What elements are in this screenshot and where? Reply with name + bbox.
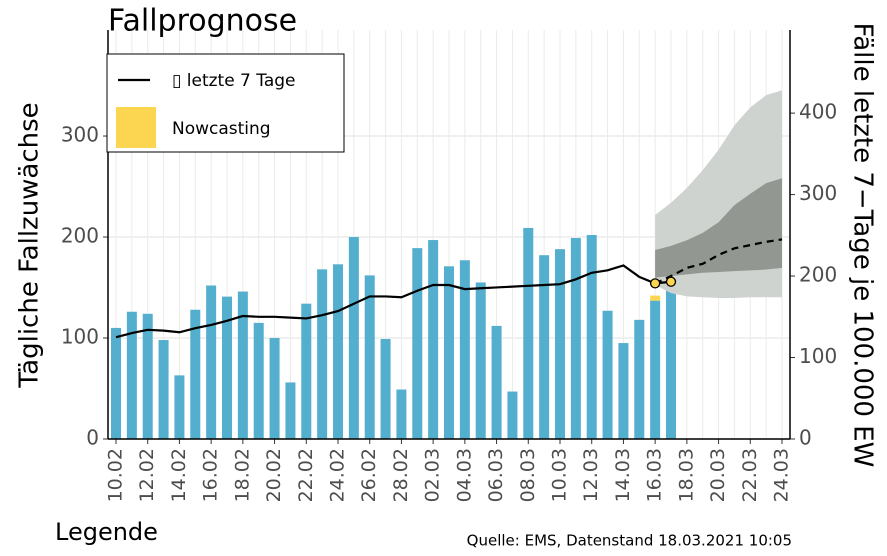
bar (618, 343, 629, 439)
forecast-line (654, 238, 783, 285)
bar (348, 237, 359, 439)
bar (444, 266, 454, 439)
x-tick-label: 14.03 (612, 448, 634, 502)
bar (142, 313, 153, 439)
x-tick-label: 16.02 (200, 448, 222, 502)
bar (570, 238, 581, 439)
y-tick-label: 200 (61, 224, 99, 248)
legend-label: ▯ letzte 7 Tage (172, 71, 296, 91)
bar (491, 325, 502, 439)
bar (428, 240, 439, 439)
y-tick-label: 300 (61, 123, 99, 147)
y-tick-label: 0 (86, 426, 99, 450)
bar (507, 391, 518, 439)
bar (285, 382, 296, 439)
bar (222, 296, 232, 439)
y2-tick-label: 400 (799, 100, 837, 124)
y2-axis-label: Fälle letzte 7−Tage je 100.000 EW (848, 23, 878, 468)
x-tick-label: 18.03 (675, 448, 697, 502)
axes: 0 100 200 300 0 100 200 300 400 10.02 12.02 14.02 16… (61, 30, 837, 502)
y-axis-label: Tägliche Fallzuwächse (15, 102, 45, 388)
bar (602, 310, 613, 439)
x-tick-label: 04.03 (453, 448, 475, 502)
bar (380, 339, 391, 439)
bar (237, 291, 248, 439)
bar (317, 269, 328, 439)
marks (111, 90, 783, 439)
bar (333, 264, 343, 439)
bar (396, 389, 407, 439)
x-tick-label: 14.02 (168, 448, 190, 502)
y2-tick-label: 100 (799, 344, 837, 368)
legend-swatch (116, 107, 156, 148)
bar (555, 249, 565, 439)
x-tick-label: 24.02 (327, 448, 349, 502)
y2-tick-label: 300 (799, 181, 837, 205)
bar (475, 282, 486, 439)
x-tick-label: 02.03 (422, 448, 444, 502)
y2-tick-label: 0 (799, 426, 812, 450)
line (115, 264, 672, 339)
bar (111, 327, 121, 439)
y2-tick-label: 200 (799, 263, 837, 287)
x-tick-label: 16.03 (644, 448, 666, 502)
x-tick-label: 24.03 (771, 448, 793, 502)
legend-label: Nowcasting (172, 119, 271, 139)
bar (650, 295, 661, 301)
bar (269, 338, 280, 439)
bar (666, 261, 676, 439)
nowcast-marker (649, 278, 661, 289)
chart-title: Fallprognose (108, 4, 297, 39)
legend-caption: Legende (55, 518, 158, 546)
bar (412, 248, 423, 439)
bar (158, 340, 169, 439)
x-tick-label: 20.02 (263, 448, 285, 502)
bar (301, 303, 312, 439)
legend: ▯ letzte 7 Tage Nowcasting (106, 53, 345, 153)
bar (539, 255, 550, 439)
x-tick-label: 28.02 (390, 448, 412, 502)
x-tick-label: 22.03 (739, 448, 761, 502)
forecast-band (655, 178, 782, 278)
x-tick-label: 18.02 (231, 448, 253, 502)
y-tick-label: 100 (61, 325, 99, 349)
x-tick-label: 08.03 (517, 448, 539, 502)
bar (650, 300, 661, 439)
bar (523, 227, 534, 439)
bar (126, 311, 137, 439)
x-tick-label: 26.02 (358, 448, 380, 502)
bar (174, 375, 185, 439)
x-tick-label: 20.03 (707, 448, 729, 502)
bar (253, 322, 264, 439)
source-note: Quelle: EMS, Datenstand 18.03.2021 10:05 (467, 532, 792, 550)
x-tick-label: 12.03 (580, 448, 602, 502)
bar (634, 319, 645, 439)
x-tick-label: 10.02 (105, 448, 127, 502)
nowcast-marker (665, 276, 677, 287)
x-tick-label: 06.03 (485, 448, 507, 502)
x-tick-label: 22.02 (295, 448, 317, 502)
bar (459, 260, 470, 439)
x-tick-label: 10.03 (549, 448, 571, 502)
bar (586, 235, 597, 439)
x-tick-label: 12.02 (136, 448, 158, 502)
bar (190, 309, 201, 439)
bar (206, 285, 217, 439)
bar (364, 275, 375, 439)
